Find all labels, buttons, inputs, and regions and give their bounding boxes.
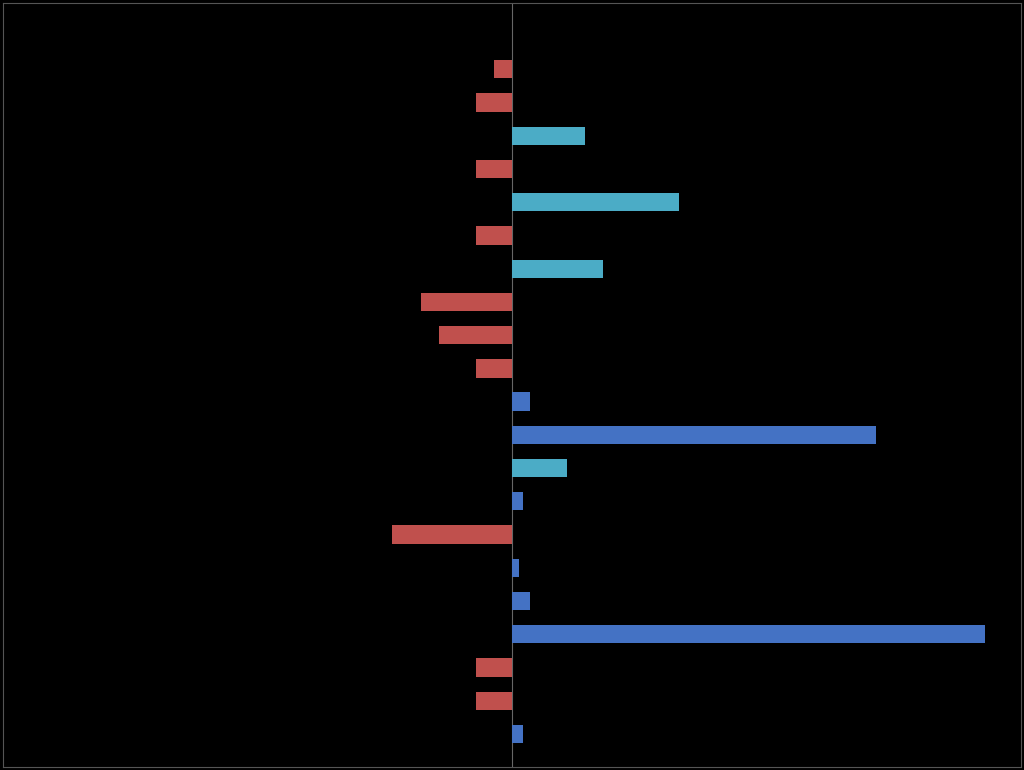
Bar — [512, 725, 523, 743]
Bar — [421, 293, 512, 311]
Bar — [494, 60, 512, 79]
Bar — [475, 226, 512, 245]
Bar — [512, 492, 523, 511]
Bar — [475, 160, 512, 178]
Bar — [475, 360, 512, 377]
Bar — [512, 259, 603, 278]
Bar — [512, 592, 530, 610]
Bar — [512, 625, 985, 644]
Bar — [475, 93, 512, 112]
Bar — [512, 459, 566, 477]
Bar — [512, 559, 519, 577]
Bar — [475, 691, 512, 710]
Bar — [475, 658, 512, 677]
Bar — [392, 525, 512, 544]
Bar — [512, 426, 876, 444]
Bar — [512, 126, 585, 145]
Bar — [439, 326, 512, 344]
Bar — [512, 193, 679, 211]
Bar — [512, 393, 530, 410]
